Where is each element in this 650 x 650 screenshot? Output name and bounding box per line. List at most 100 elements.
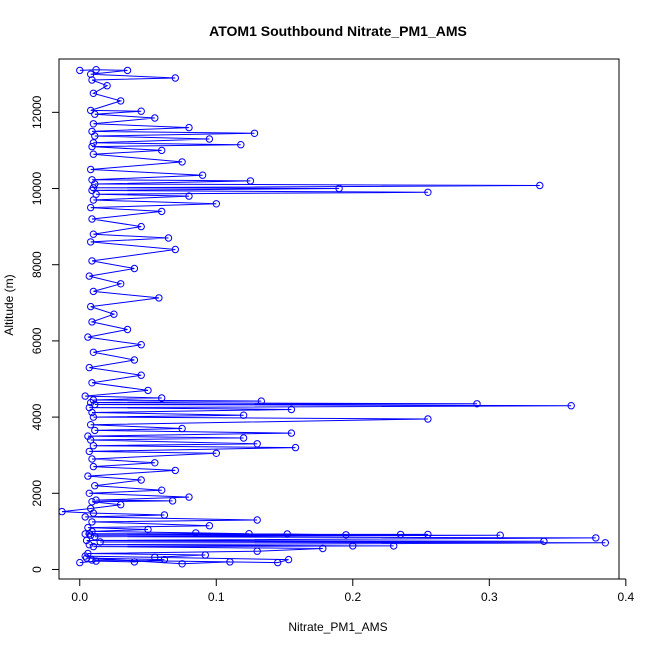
data-point [171, 74, 180, 82]
data-point [396, 530, 405, 539]
data-point [84, 432, 92, 440]
series-line [61, 69, 606, 565]
data-point [151, 114, 159, 122]
data-point [226, 558, 234, 566]
data-point [117, 280, 125, 288]
data-point [283, 530, 291, 538]
data-point [89, 196, 98, 204]
data-point [91, 426, 99, 435]
data-point [291, 443, 300, 452]
data-point [155, 294, 163, 302]
data-point [257, 397, 265, 405]
data-point [92, 66, 100, 74]
data-point [185, 192, 193, 200]
data-point [540, 537, 548, 545]
data-point [160, 511, 169, 519]
data-point [110, 310, 118, 318]
data-point [117, 97, 125, 105]
x-axis: 0.0 0.1 0.2 0.3 0.4 [71, 578, 634, 604]
data-point [245, 530, 253, 538]
x-tick-label: 0.2 [344, 590, 361, 604]
data-point [185, 493, 193, 501]
chart-title: ATOM1 Southbound Nitrate_PM1_AMS [209, 23, 467, 39]
x-tick-label: 0.1 [208, 590, 225, 604]
data-point [171, 466, 180, 475]
data-point [88, 215, 96, 223]
data-point [76, 66, 84, 75]
data-point [246, 177, 255, 185]
data-point [92, 496, 100, 504]
data-point [130, 558, 139, 566]
data-point [88, 527, 96, 536]
data-point [253, 440, 261, 448]
data-point [253, 516, 261, 524]
data-point [137, 341, 145, 349]
y-tick-label: 0 [30, 566, 44, 573]
y-tick-label: 12000 [30, 95, 44, 129]
data-point [87, 302, 95, 311]
x-tick-label: 0.0 [71, 590, 88, 604]
data-point [88, 176, 96, 184]
data-point [89, 396, 98, 404]
data-point [567, 402, 575, 410]
data-point [201, 551, 210, 559]
data-point [342, 531, 350, 539]
data-point [253, 547, 261, 555]
data-point [185, 123, 193, 132]
x-axis-label: Nitrate_PM1_AMS [288, 620, 387, 634]
data-point [592, 534, 600, 542]
data-point [205, 135, 214, 143]
data-point [88, 318, 96, 326]
data-point [390, 542, 398, 550]
series-group [58, 66, 609, 568]
data-point [88, 556, 96, 564]
data-point [89, 139, 98, 147]
data-point [239, 434, 248, 442]
data-point [92, 190, 100, 198]
data-point [130, 264, 139, 273]
y-axis: 0 2000 4000 6000 8000 10000 12000 [30, 95, 60, 573]
data-point [89, 150, 98, 158]
data-point [89, 348, 98, 356]
data-point [137, 107, 145, 115]
data-point [81, 513, 89, 521]
data-point [91, 400, 99, 409]
data-point [349, 542, 357, 550]
data-point [88, 379, 96, 387]
data-point [89, 184, 98, 192]
data-point [87, 421, 95, 429]
data-point [178, 560, 186, 568]
data-point [137, 222, 145, 231]
data-point [103, 82, 111, 90]
data-point [85, 447, 94, 456]
data-point [89, 542, 98, 551]
data-point [144, 386, 152, 395]
data-point [151, 459, 159, 467]
data-point [158, 146, 166, 155]
data-point [178, 158, 186, 166]
data-point [198, 171, 207, 179]
data-point [89, 230, 98, 238]
data-point [89, 462, 98, 471]
data-point [85, 363, 94, 372]
data-point [168, 497, 177, 505]
data-point [85, 489, 94, 497]
data-point [536, 181, 544, 190]
data-point [178, 424, 186, 433]
data-point [91, 110, 99, 118]
data-point [335, 184, 343, 193]
data-point [473, 400, 481, 408]
data-point [287, 405, 296, 414]
data-point [151, 553, 159, 561]
y-tick-label: 10000 [30, 172, 44, 206]
data-point [84, 333, 92, 341]
data-point [274, 558, 282, 567]
data-point [87, 106, 95, 115]
data-point [89, 89, 98, 98]
data-point [130, 356, 139, 364]
data-point [205, 522, 214, 530]
y-tick-label: 2000 [30, 480, 44, 507]
y-tick-label: 4000 [30, 403, 44, 430]
data-point [192, 529, 200, 537]
